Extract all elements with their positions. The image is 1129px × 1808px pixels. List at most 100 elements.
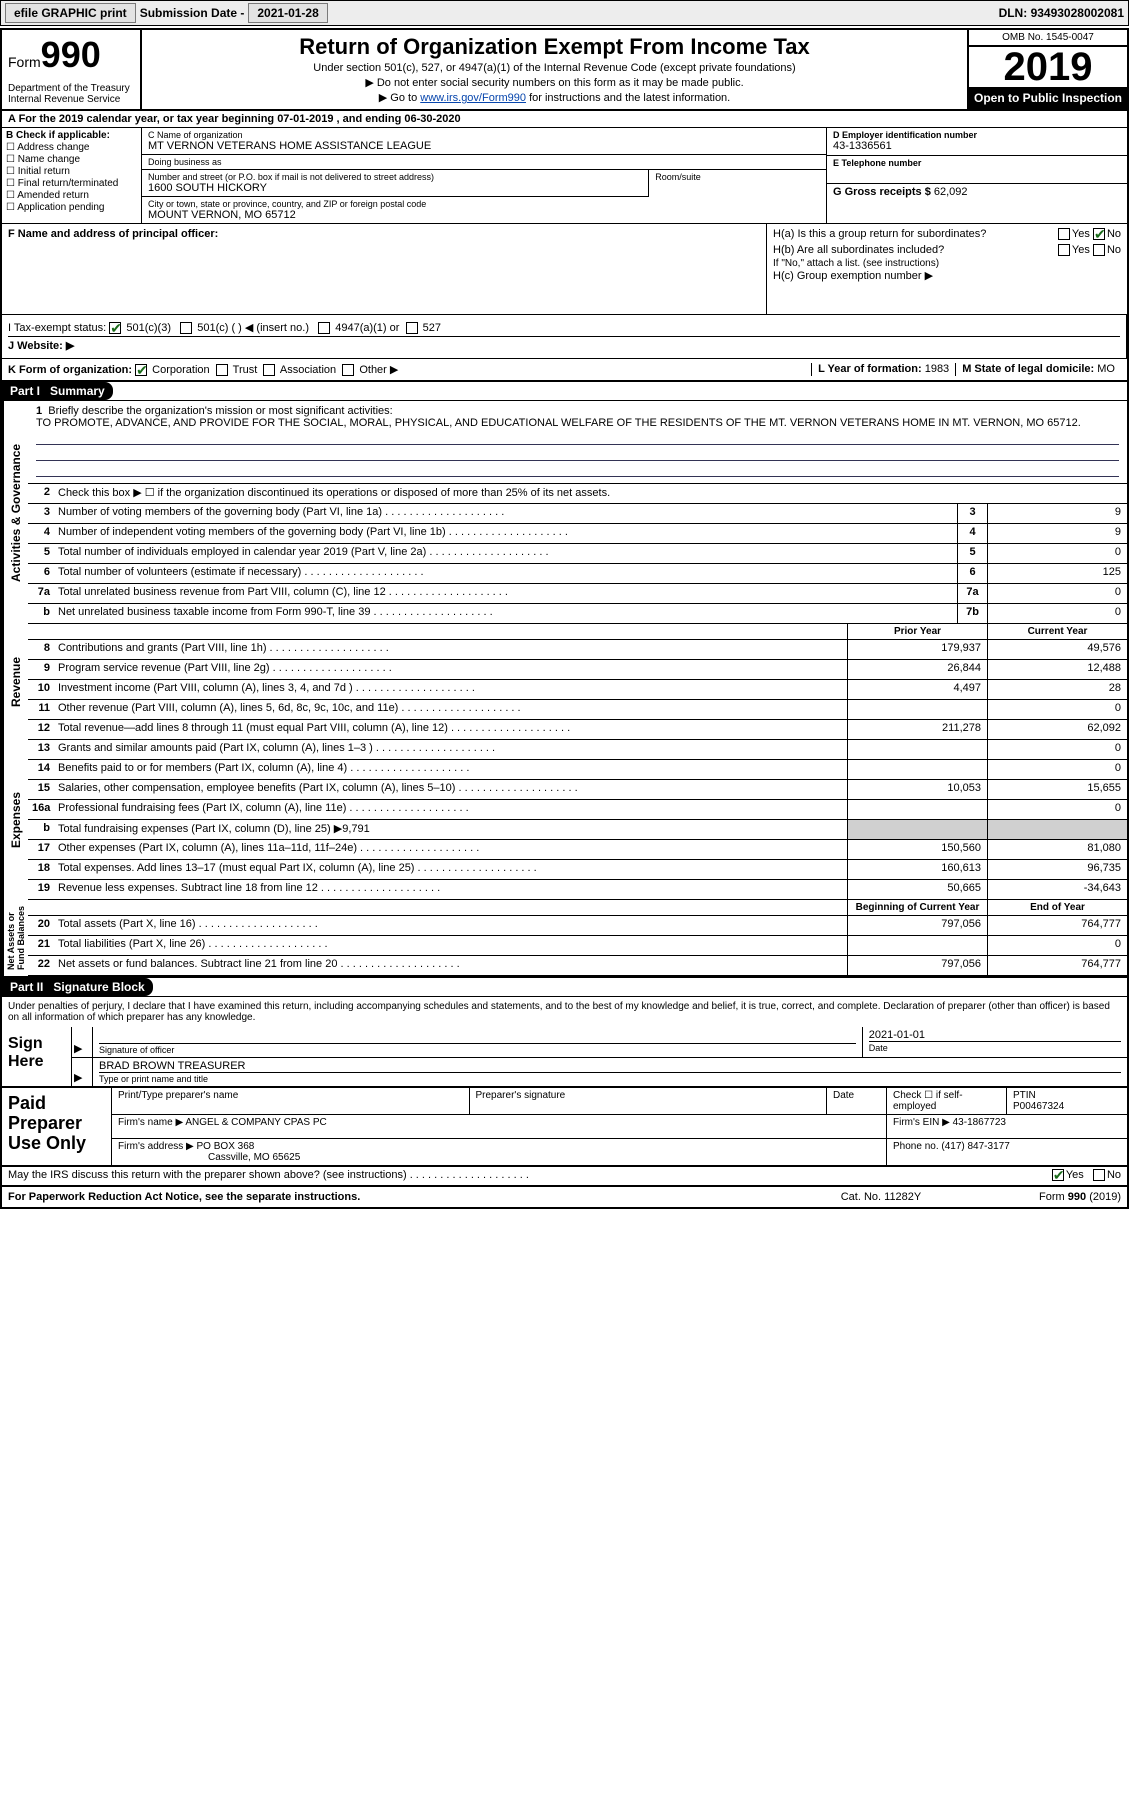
gov-line: 5Total number of individuals employed in… <box>28 544 1127 564</box>
phone-label: E Telephone number <box>833 158 1121 168</box>
officer-label: F Name and address of principal officer: <box>8 228 218 240</box>
part1-label: Part I <box>10 384 40 398</box>
box-b: B Check if applicable: ☐ Address change … <box>2 128 142 223</box>
summary-line: 8Contributions and grants (Part VIII, li… <box>28 640 1127 660</box>
hdr-eoy: End of Year <box>987 900 1127 915</box>
hb-note: If "No," attach a list. (see instruction… <box>773 258 1121 269</box>
gross-value: 62,092 <box>934 186 968 198</box>
chk-pending[interactable]: ☐ Application pending <box>6 202 137 213</box>
hdr-prior-year: Prior Year <box>847 624 987 639</box>
chk-501c[interactable] <box>180 322 192 334</box>
summary-line: bTotal fundraising expenses (Part IX, co… <box>28 820 1127 840</box>
footer-right: Form 990 (2019) <box>961 1191 1121 1203</box>
submission-label: Submission Date - <box>140 6 245 20</box>
summary-line: 12Total revenue—add lines 8 through 11 (… <box>28 720 1127 740</box>
firm-ein: Firm's EIN ▶ 43-1867723 <box>887 1115 1127 1138</box>
part1-title: Summary <box>50 384 105 398</box>
ha-no[interactable] <box>1093 228 1105 240</box>
part2-header: Part II Signature Block <box>2 978 1127 997</box>
officer-signature[interactable]: Signature of officer <box>92 1027 862 1057</box>
ha-yes[interactable] <box>1058 228 1070 240</box>
boxes-deg: D Employer identification number 43-1336… <box>827 128 1127 223</box>
dept-treasury: Department of the Treasury Internal Reve… <box>8 83 130 105</box>
hb-yes[interactable] <box>1058 244 1070 256</box>
side-label-rev: Revenue <box>2 624 28 740</box>
summary-line: 10Investment income (Part VIII, column (… <box>28 680 1127 700</box>
sig-label: Signature of officer <box>99 1043 856 1055</box>
chk-assoc[interactable] <box>263 364 275 376</box>
officer-name-label: Type or print name and title <box>99 1072 1121 1084</box>
side-label-na: Net Assets or Fund Balances <box>2 900 28 976</box>
mission-rule <box>36 431 1119 445</box>
discuss-question: May the IRS discuss this return with the… <box>8 1169 941 1183</box>
section-expenses: Expenses 13Grants and similar amounts pa… <box>2 740 1127 900</box>
firm-phone: Phone no. (417) 847-3177 <box>887 1139 1127 1165</box>
gov-line: 6Total number of volunteers (estimate if… <box>28 564 1127 584</box>
signature-section: Under penalties of perjury, I declare th… <box>2 997 1127 1088</box>
discuss-yes[interactable] <box>1052 1169 1064 1181</box>
preparer-name-hdr: Print/Type preparer's name <box>112 1088 470 1114</box>
chk-527[interactable] <box>406 322 418 334</box>
dln-value: 93493028002081 <box>1031 6 1124 20</box>
row-k: K Form of organization: Corporation Trus… <box>2 359 1127 382</box>
discuss-no[interactable] <box>1093 1169 1105 1181</box>
sub3-post: for instructions and the latest informat… <box>526 92 730 104</box>
gov-line: 2Check this box ▶ ☐ if the organization … <box>28 484 1127 504</box>
tax-year: 2019 <box>969 47 1127 87</box>
officer-name-value: BRAD BROWN TREASURER <box>99 1060 1121 1072</box>
chk-other[interactable] <box>342 364 354 376</box>
form-id: Form990 <box>8 34 134 76</box>
street-label: Number and street (or P.O. box if mail i… <box>148 172 642 182</box>
header-left: Form990 Department of the Treasury Inter… <box>2 30 142 109</box>
side-label-exp: Expenses <box>2 740 28 900</box>
box-f: F Name and address of principal officer: <box>2 224 767 314</box>
header-mid: Return of Organization Exempt From Incom… <box>142 30 967 109</box>
instructions-link[interactable]: www.irs.gov/Form990 <box>420 92 526 104</box>
summary-line: 18Total expenses. Add lines 13–17 (must … <box>28 860 1127 880</box>
submission-date-button[interactable]: 2021-01-28 <box>248 3 327 23</box>
summary-line: 14Benefits paid to or for members (Part … <box>28 760 1127 780</box>
sign-here-label: Sign Here <box>2 1027 72 1086</box>
subtitle-2: ▶ Do not enter social security numbers o… <box>150 76 959 89</box>
chk-final-return[interactable]: ☐ Final return/terminated <box>6 178 137 189</box>
sig-arrow-icon: ▶ <box>72 1027 92 1057</box>
footer-mid: Cat. No. 11282Y <box>801 1191 961 1203</box>
self-employed[interactable]: Check ☐ if self-employed <box>887 1088 1007 1114</box>
gov-line: 4Number of independent voting members of… <box>28 524 1127 544</box>
firm-name: Firm's name ▶ ANGEL & COMPANY CPAS PC <box>112 1115 887 1138</box>
box-c: C Name of organization MT VERNON VETERAN… <box>142 128 827 223</box>
hdr-current-year: Current Year <box>987 624 1127 639</box>
ptin-value: P00467324 <box>1013 1101 1121 1112</box>
paid-preparer-label: Paid Preparer Use Only <box>2 1088 112 1165</box>
h-c: H(c) Group exemption number ▶ <box>773 269 1121 282</box>
chk-trust[interactable] <box>216 364 228 376</box>
box-e: E Telephone number <box>827 156 1127 184</box>
chk-corp[interactable] <box>135 364 147 376</box>
l-year: L Year of formation: 1983 <box>811 363 955 376</box>
chk-name-change[interactable]: ☐ Name change <box>6 154 137 165</box>
ein-label: D Employer identification number <box>833 130 1121 140</box>
chk-4947[interactable] <box>318 322 330 334</box>
gross-label: G Gross receipts $ <box>833 186 934 198</box>
dba-cell: Doing business as <box>142 155 826 170</box>
part2-label: Part II <box>10 980 43 994</box>
subtitle-1: Under section 501(c), 527, or 4947(a)(1)… <box>150 62 959 74</box>
chk-initial-return[interactable]: ☐ Initial return <box>6 166 137 177</box>
summary-line: 20Total assets (Part X, line 16)797,0567… <box>28 916 1127 936</box>
firm-address: Firm's address ▶ PO BOX 368 Cassville, M… <box>112 1139 887 1165</box>
k-form-org: K Form of organization: Corporation Trus… <box>8 363 811 376</box>
ptin-label: PTIN <box>1013 1090 1121 1101</box>
row-ij: I Tax-exempt status: 501(c)(3) 501(c) ( … <box>2 315 1127 359</box>
chk-501c3[interactable] <box>109 322 121 334</box>
org-name: MT VERNON VETERANS HOME ASSISTANCE LEAGU… <box>148 140 820 152</box>
efile-print-button[interactable]: efile GRAPHIC print <box>5 3 136 23</box>
dba-label: Doing business as <box>148 157 820 167</box>
suite-cell: Room/suite <box>649 170 826 197</box>
chk-amended[interactable]: ☐ Amended return <box>6 190 137 201</box>
summary-line: 11Other revenue (Part VIII, column (A), … <box>28 700 1127 720</box>
preparer-sig-hdr: Preparer's signature <box>470 1088 828 1114</box>
section-activities-governance: Activities & Governance 1 Briefly descri… <box>2 401 1127 624</box>
h-a: H(a) Is this a group return for subordin… <box>773 226 1121 242</box>
hb-no[interactable] <box>1093 244 1105 256</box>
chk-address-change[interactable]: ☐ Address change <box>6 142 137 153</box>
